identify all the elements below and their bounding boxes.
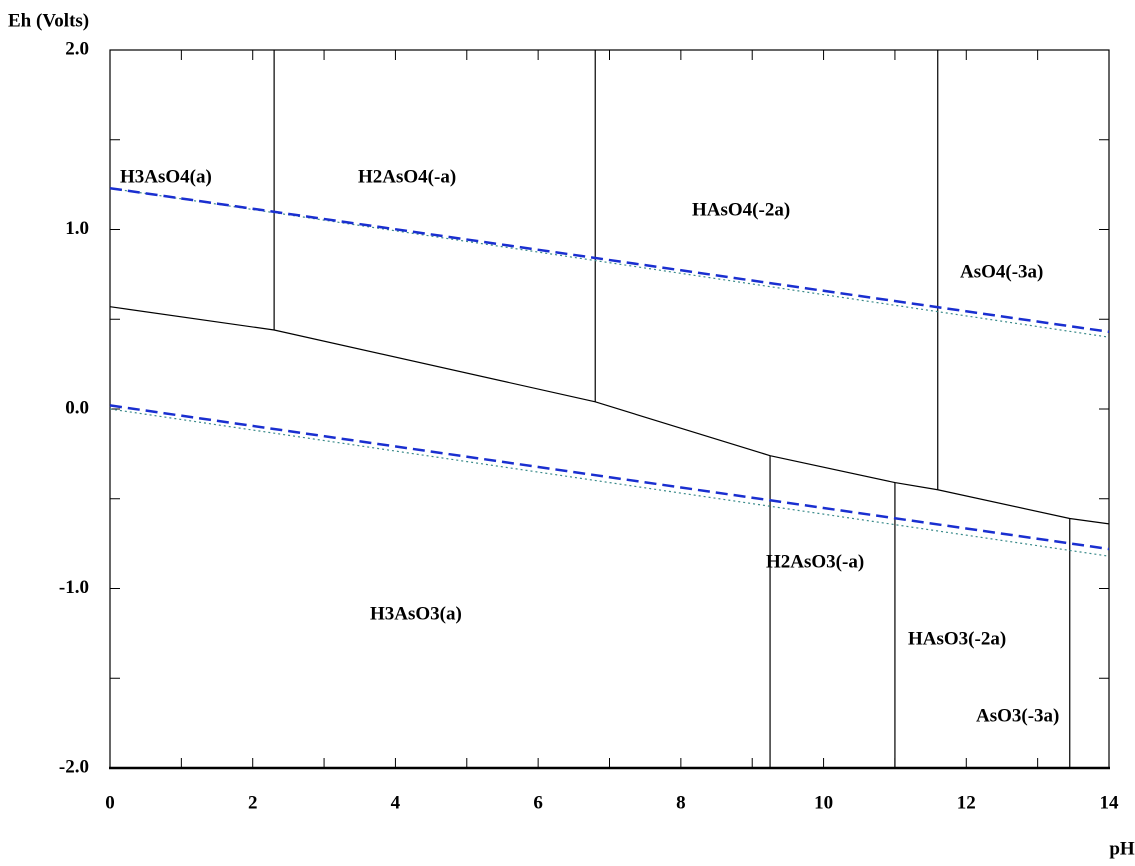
boundary-line [109, 306, 1110, 525]
region-label: AsO4(-3a) [960, 261, 1043, 282]
plot-frame [109, 49, 1110, 769]
region-label: H2AsO3(-a) [766, 551, 864, 572]
x-tick-label: 8 [676, 792, 686, 813]
region-label: H3AsO4(a) [120, 166, 212, 187]
x-tick-label: 12 [957, 792, 976, 813]
x-tick-label: 10 [814, 792, 833, 813]
y-tick-label: 2.0 [65, 38, 89, 59]
y-tick-label: 1.0 [65, 218, 89, 239]
y-tick-label: -1.0 [59, 577, 89, 598]
region-label: AsO3(-3a) [976, 705, 1059, 726]
boundary-line [109, 408, 1110, 557]
y-axis-label: Eh (Volts) [8, 10, 89, 31]
y-tick-label: -2.0 [59, 756, 89, 777]
region-label: HAsO3(-2a) [908, 628, 1006, 649]
x-tick-label: 14 [1100, 792, 1120, 813]
x-axis-label: pH [1109, 838, 1135, 859]
boundary-line [109, 186, 1110, 334]
x-tick-label: 6 [533, 792, 543, 813]
region-label: HAsO4(-2a) [692, 199, 790, 220]
x-tick-label: 0 [105, 792, 115, 813]
x-tick-label: 4 [391, 792, 401, 813]
x-tick-label: 2 [248, 792, 258, 813]
y-tick-label: 0.0 [65, 397, 89, 418]
boundary-line [109, 187, 1110, 338]
region-label: H2AsO4(-a) [358, 166, 456, 187]
boundary-line [109, 404, 1110, 551]
region-label: H3AsO3(a) [370, 603, 462, 624]
